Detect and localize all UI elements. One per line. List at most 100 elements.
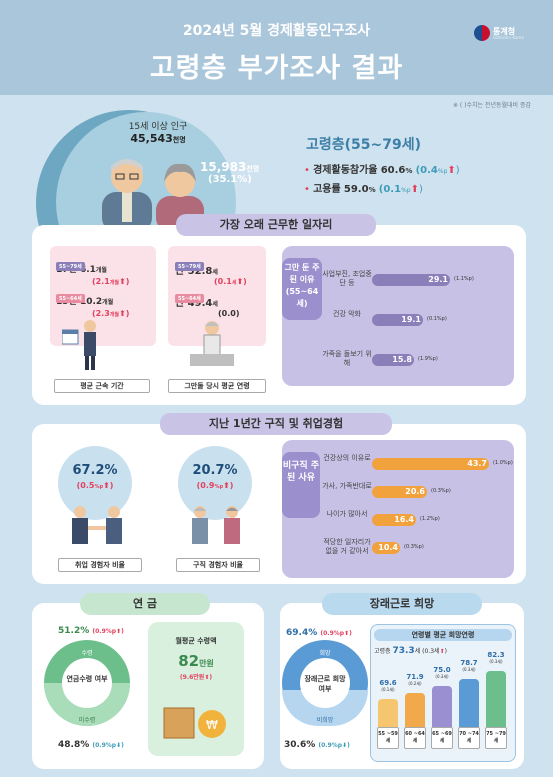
reason-bar <box>372 274 450 286</box>
up-arrow-icon: ⬆ <box>447 165 456 176</box>
summary-item-employment: • 고용률 59.0% (0.1%p⬆) <box>304 184 423 195</box>
reason-label: 건강 악화 <box>333 310 361 318</box>
tenure-caption: 평균 근속 기간 <box>54 379 150 393</box>
reason-change: (1.9%p) <box>418 356 438 362</box>
age-row1-chg: (0.1 <box>214 277 232 286</box>
employment-change: (0.1 <box>378 184 402 195</box>
reason-change: (0.3%p) <box>404 544 424 550</box>
reason-label: 건강상의 이유로 <box>323 454 371 462</box>
desired-age-change: (0.3세) <box>435 674 449 680</box>
future-nowant-chg: (0.9 <box>318 742 332 749</box>
employment-value: 59.0 <box>343 184 369 195</box>
tenure-row1-change: (2.1개월⬆) <box>92 277 130 286</box>
money-bags-illustration: ₩ <box>163 707 226 739</box>
tenure-row2-tag: 55~64세 <box>56 294 85 303</box>
tenure-row2: 55~64세 15년 10.2개월 <box>56 294 113 307</box>
age-caption: 그만둘 당시 평균 연령 <box>168 379 266 393</box>
desired-age-overall-value: 73.3 <box>392 646 415 656</box>
desired-age-overall: 고령층 73.3세 (0.3세⬆) <box>374 646 447 656</box>
elderly-seekers-illustration <box>192 506 240 544</box>
longest-job-title: 가장 오래 근무한 일자리 <box>176 214 376 236</box>
desired-age-value: 82.3 <box>487 651 505 659</box>
seek-bubble <box>178 446 252 520</box>
age-row1: 55~79세 만 52.8세 <box>175 262 218 277</box>
header-title: 고령층 부가조사 결과 <box>149 53 404 84</box>
tenure-row2-unit: 개월 <box>102 299 114 306</box>
participation-value: 60.6 <box>380 165 406 176</box>
quit-reasons-tab: 그만 둔 주된 이유 (55~64세) <box>282 258 322 320</box>
population-value: 45,543 <box>130 132 173 145</box>
summary-heading: 고령층(55~79세) <box>306 137 422 153</box>
age-row1-value: 만 52.8 <box>175 266 213 277</box>
up-arrow-icon: ⬆ <box>410 184 419 195</box>
pension-receive-line: 51.2% (0.9%p⬆) <box>58 626 124 636</box>
reason-change: (1.1%p) <box>454 276 474 282</box>
desired-age-label: 70 ~74세 <box>458 727 480 749</box>
tenure-row1-chg: (2.1 <box>92 277 110 286</box>
monthly-pension-value: 82 <box>178 652 200 670</box>
desired-age-bar <box>459 678 479 727</box>
reason-change: (1.0%p) <box>493 460 513 466</box>
header-banner: 2024년 5월 경제활동인구조사 고령층 부가조사 결과 통계청 Statis… <box>0 0 553 95</box>
age-row2-unit: 세 <box>212 301 218 308</box>
desired-age-value: 78.7 <box>460 658 478 667</box>
reason-value: 15.8 <box>392 355 412 364</box>
pension-receive-chg: (0.9 <box>92 628 106 635</box>
tenure-row1-unit: 개월 <box>95 267 107 274</box>
elderly-unit: 천명 <box>246 165 260 173</box>
pension-nonreceive-chg: (0.9 <box>92 742 106 749</box>
worker-calendar-illustration <box>62 320 96 370</box>
employ-chg: (0.5 <box>76 481 95 490</box>
handshake-illustration <box>72 506 122 544</box>
employ-change: (0.5%p⬆) <box>76 481 114 490</box>
reason-label: 사업부진, 조업중단 등 <box>322 270 372 287</box>
desired-age-overall-label: 고령층 <box>374 648 391 655</box>
pension-nonreceive-label: 미수령 <box>78 717 96 724</box>
desired-age-title: 연령별 평균 희망연령 <box>374 629 512 641</box>
reason-label: 가사, 가족반대로 <box>322 482 372 490</box>
employment-label: 고용률 <box>313 184 341 195</box>
desired-age-change: (0.2세) <box>408 681 422 687</box>
age-row1-unit: 세 <box>212 269 218 276</box>
pension-center-label: 연금수령 여부 <box>66 675 108 683</box>
reason-value: 29.1 <box>428 275 448 284</box>
elderly-figure: 15,983천명 (35.1%) <box>200 160 268 200</box>
reason-label: 나이가 많아서 <box>326 510 368 518</box>
reason-value: 16.4 <box>394 515 414 524</box>
future-want-chg: (0.9 <box>320 630 334 637</box>
future-center-label: 장래근로 희망여부 <box>304 675 346 693</box>
desired-age-change: (0.1세) <box>381 687 395 692</box>
nonsearch-reasons-tab-label: 비구직 주된 사유 <box>282 461 320 483</box>
seek-change: (0.9%p⬆) <box>196 481 234 490</box>
reason-value: 10.4 <box>378 543 398 552</box>
seek-chg: (0.9 <box>196 481 215 490</box>
tenure-row1-tag: 55~79세 <box>56 262 85 271</box>
desired-age-overall-chg: (0.3 <box>422 648 435 655</box>
reason-change: (0.1%p) <box>427 316 447 322</box>
nonsearch-reasons-tab: 비구직 주된 사유 <box>282 452 320 518</box>
monthly-pension-unit: 만원 <box>199 659 214 668</box>
age-row1-change: (0.1세⬆) <box>214 277 247 286</box>
participation-label: 경제활동참가율 <box>313 165 378 176</box>
reason-bar <box>372 514 416 526</box>
future-nowant-line: 30.6% (0.9%p⬇) <box>284 740 350 750</box>
age-row2-change: (0.0) <box>218 309 240 318</box>
reason-value: 19.1 <box>401 315 421 324</box>
population-label: 15세 이상 인구 <box>128 122 188 132</box>
future-want-pct: 69.4% <box>286 628 318 638</box>
tenure-row1-months: 6.1 <box>79 265 96 275</box>
reason-label: 적당한 일자리가 없을 거 같아서 <box>323 538 371 555</box>
employ-bubble <box>58 446 132 520</box>
pension-donut-center <box>62 658 112 708</box>
pension-nonreceive-pct: 48.8% <box>58 740 90 750</box>
age-row2-tag: 55~64세 <box>175 294 204 303</box>
desired-age-label: 60 ~64세 <box>404 727 426 749</box>
monthly-pension-label: 월평균 수령액 <box>175 637 217 645</box>
desired-age-bar <box>378 699 398 727</box>
reason-value: 43.7 <box>467 459 487 468</box>
pension-receive-pct: 51.2% <box>58 626 90 636</box>
reason-bar <box>372 486 427 498</box>
future-nowant-label: 비희망 <box>316 717 334 724</box>
reason-change: (1.2%p) <box>420 516 440 522</box>
